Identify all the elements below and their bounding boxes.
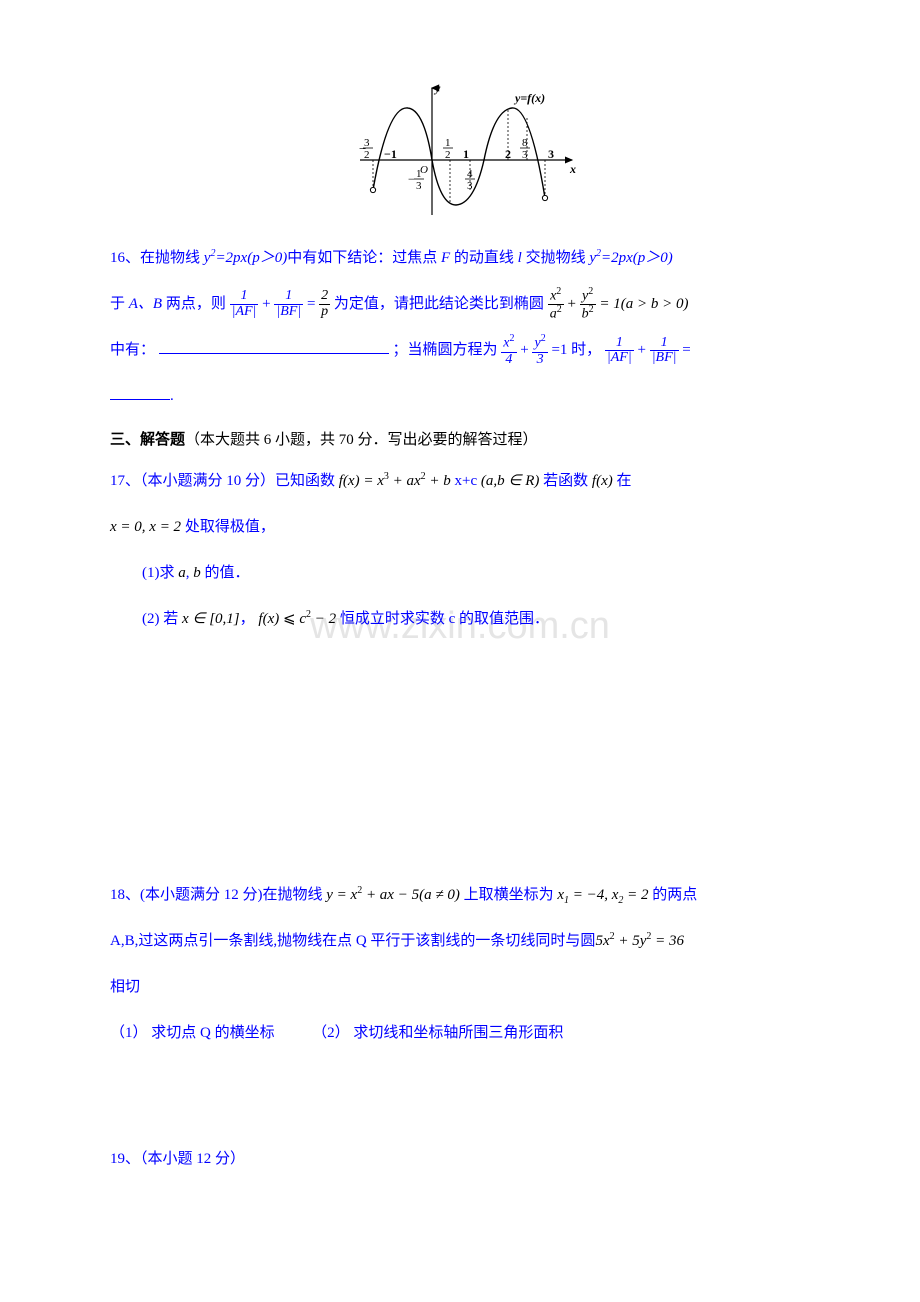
- q18-p2: （2） 求切线和坐标轴所围三角形面积: [312, 1025, 563, 1041]
- q17-fx2: f(x): [258, 611, 279, 627]
- frac-1-bf2: 1|BF|: [650, 336, 679, 366]
- svg-text:x: x: [569, 162, 576, 176]
- q16-line2: 于 A、B 两点，则 1|AF| + 1|BF| = 2p 为定值，请把此结论类…: [110, 286, 820, 322]
- q17-xin: x ∈ [0,1]: [182, 611, 240, 627]
- ellipse2-tail: =1 时，: [551, 342, 601, 358]
- frac-1-af: 1|AF|: [230, 289, 259, 319]
- q17-p1b: 的值．: [201, 565, 250, 581]
- svg-text:4: 4: [467, 168, 473, 180]
- frac-2-p: 2p: [319, 289, 330, 319]
- q16-t3: 交抛物线: [522, 250, 590, 266]
- q18-l1a: 18、(本小题满分 12 分)在抛物线: [110, 887, 326, 903]
- q18-line1: 18、(本小题满分 12 分)在抛物线 y = x2 + ax − 5(a ≠ …: [110, 877, 820, 913]
- svg-text:1: 1: [463, 147, 469, 161]
- svg-text:8: 8: [522, 137, 528, 149]
- q17-line1: 17、（本小题满分 10 分）已知函数 f(x) = x3 + ax2 + b …: [110, 463, 820, 499]
- svg-text:1: 1: [416, 168, 422, 180]
- q17-b: b: [193, 565, 201, 581]
- q17-part2: (2) 若 x ∈ [0,1]， f(x) ⩽ c2 − 2 恒成立时求实数 c…: [110, 601, 820, 637]
- q17-part1: (1)求 a, b 的值．: [110, 555, 820, 591]
- q17-x02: x = 0, x = 2: [110, 519, 181, 535]
- q17-xc: x+c: [455, 473, 478, 489]
- svg-text:3: 3: [416, 180, 422, 192]
- svg-text:3: 3: [548, 147, 554, 161]
- q18-p1: （1） 求切点 Q 的横坐标: [110, 1025, 275, 1041]
- q18-parts: （1） 求切点 Q 的横坐标 （2） 求切线和坐标轴所围三角形面积: [110, 1015, 820, 1051]
- q18-l1c: 的两点: [649, 887, 698, 903]
- q16-eq1: y2=2px(p＞0): [204, 250, 287, 266]
- q16-line3: 中有： ；当椭圆方程为 x24 + y23 =1 时， 1|AF| + 1|BF…: [110, 332, 820, 368]
- q16-t8: ；当椭圆方程为: [393, 342, 498, 358]
- eq1s: =: [307, 296, 315, 312]
- frac-1-bf: 1|BF|: [274, 289, 303, 319]
- q17-fx: f(x): [592, 473, 613, 489]
- q17-le: ⩽: [279, 611, 299, 627]
- q17-p1: (1)求: [142, 565, 178, 581]
- svg-text:y=f(x): y=f(x): [513, 91, 545, 105]
- q16-eq2: y2=2px(p＞0): [589, 250, 672, 266]
- q18-l3: 相切: [110, 979, 140, 995]
- q18-l1b: 上取横坐标为: [460, 887, 558, 903]
- q16-line1: 16、在抛物线 y2=2px(p＞0)中有如下结论：过焦点 F 的动直线 l 交…: [110, 240, 820, 276]
- q17-a: a: [178, 565, 186, 581]
- svg-text:y: y: [433, 81, 441, 95]
- q17-p2b: ，: [240, 611, 259, 627]
- q18-x1: x1 = −4, x2 = 2: [557, 887, 648, 903]
- frac-1-af2: 1|AF|: [605, 336, 634, 366]
- plus1: +: [262, 296, 270, 312]
- q17-c2m2: c2 − 2: [299, 611, 336, 627]
- q16-t7: 中有：: [110, 342, 155, 358]
- svg-text:−: −: [359, 141, 366, 156]
- q16-line4: .: [110, 378, 820, 414]
- svg-text:−: −: [408, 172, 415, 186]
- q17-l1c: 在: [616, 473, 631, 489]
- q17-l2b: 处取得极值，: [185, 519, 275, 535]
- q17-l1a: 17、（本小题满分 10 分）已知函数: [110, 473, 339, 489]
- blank-1: [159, 339, 389, 354]
- blank-2: [110, 385, 170, 400]
- svg-text:3: 3: [522, 149, 528, 161]
- section3-heading: 三、解答题（本大题共 6 小题，共 70 分．写出必要的解答过程）: [110, 424, 820, 457]
- q16-t1: 中有如下结论：过焦点: [287, 250, 441, 266]
- section3-bold: 三、解答题: [110, 432, 185, 448]
- function-graph: y x O 3 2 − −1: [350, 80, 580, 220]
- q16-ab: A、B: [129, 296, 162, 312]
- q17-l1b: 若函数: [543, 473, 592, 489]
- q17-p2c: 恒成立时求实数 c 的取值范围．: [336, 611, 549, 627]
- q16-t5: 两点，则: [162, 296, 226, 312]
- section3-rest: （本大题共 6 小题，共 70 分．写出必要的解答过程）: [185, 432, 538, 448]
- ellipse-eq: x2a2 + y2b2 = 1(a > b > 0): [548, 296, 689, 312]
- q19-text: 19、（本小题 12 分）: [110, 1151, 245, 1167]
- q17-abr: (a,b ∈ R): [481, 473, 539, 489]
- q18-line2: A,B,过这两点引一条割线,抛物线在点 Q 平行于该割线的一条切线同时与圆5x2…: [110, 923, 820, 959]
- q18-line3: 相切: [110, 969, 820, 1005]
- q18-eq1: y = x2 + ax − 5(a ≠ 0): [326, 887, 460, 903]
- q16-t6: 为定值，请把此结论类比到椭圆: [334, 296, 544, 312]
- q16-t4: 于: [110, 296, 129, 312]
- q16-f: F: [441, 250, 450, 266]
- svg-text:2: 2: [505, 147, 511, 161]
- gap-after-q17: [110, 647, 820, 877]
- q18-l2a: A,B,过这两点引一条割线,抛物线在点 Q 平行于该割线的一条切线同时与圆: [110, 933, 595, 949]
- svg-text:1: 1: [445, 137, 451, 149]
- svg-text:3: 3: [467, 180, 473, 192]
- q17-line2: x = 0, x = 2 处取得极值，: [110, 509, 820, 545]
- svg-text:2: 2: [445, 149, 451, 161]
- q17-fxeq: f(x) = x3 + ax2 + b: [339, 473, 451, 489]
- q16-prefix: 16、在抛物线: [110, 250, 204, 266]
- period: .: [170, 388, 174, 404]
- svg-text:−1: −1: [384, 147, 397, 161]
- q19-line: 19、（本小题 12 分）: [110, 1141, 820, 1177]
- q18-circle: 5x2 + 5y2 = 36: [595, 933, 684, 949]
- frac-y2-3: y23: [532, 334, 547, 367]
- q17-p2a: (2) 若: [142, 611, 182, 627]
- gap-after-q18: [110, 1061, 820, 1141]
- frac-x2-4: x24: [501, 334, 516, 367]
- q16-t2: 的动直线: [450, 250, 518, 266]
- q16-t9: =: [682, 342, 690, 358]
